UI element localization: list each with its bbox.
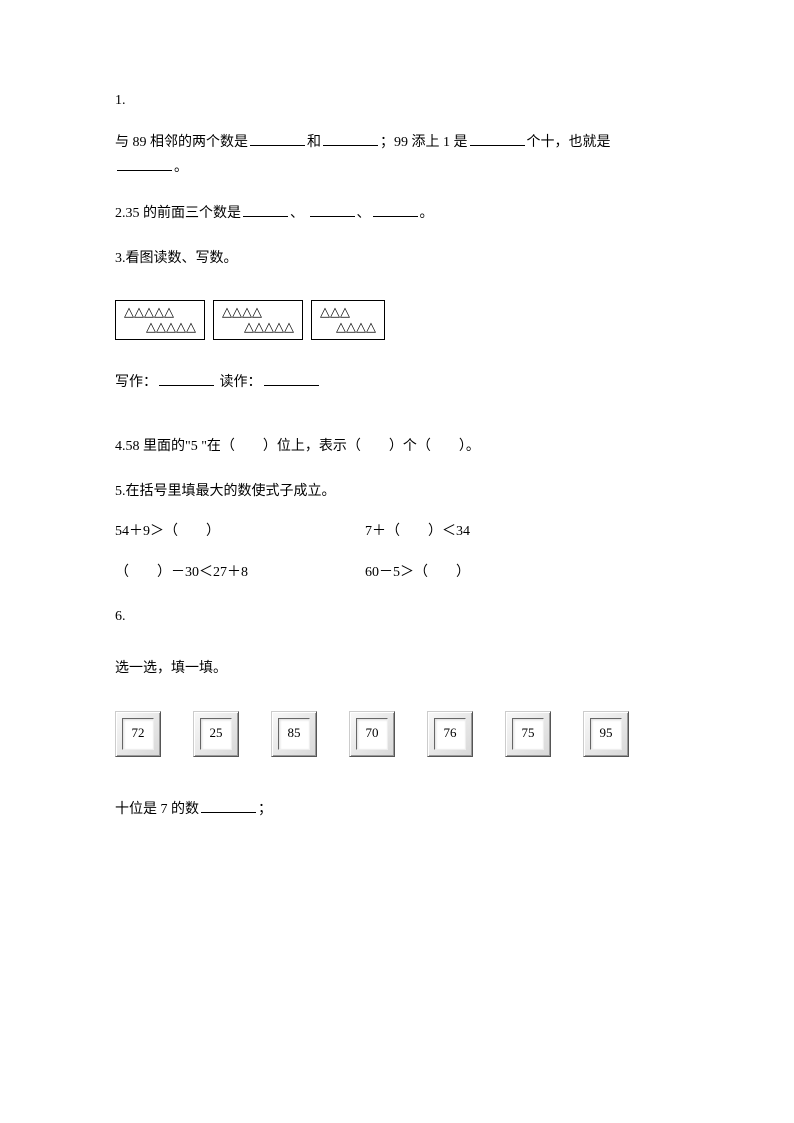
write-label: 写作： (115, 375, 157, 390)
q1-number: 1. (115, 90, 679, 112)
blank[interactable] (310, 201, 355, 217)
q5-eq4: 60－5＞（ ） (365, 562, 470, 584)
number-box-value: 70 (356, 718, 388, 750)
tri-row: △△△ (320, 305, 376, 318)
q6-tens-end: ； (258, 802, 272, 817)
blank[interactable] (264, 370, 319, 386)
q5-eq1: 54＋9＞（ ） (115, 521, 365, 543)
triangle-diagram: △△△△△ △△△△△ △△△△ △△△△△ △△△ △△△△ (115, 300, 679, 340)
read-label: 读作： (216, 375, 262, 390)
q2-text: 2.35 的前面三个数是 (115, 206, 241, 221)
number-box-value: 85 (278, 718, 310, 750)
number-box[interactable]: 76 (427, 711, 473, 757)
question-3: 3.看图读数、写数。 △△△△△ △△△△△ △△△△ △△△△△ △△△ △△… (115, 248, 679, 395)
q2-sep2: 、 (357, 206, 371, 221)
number-box[interactable]: 95 (583, 711, 629, 757)
q2-sep1: 、 (290, 206, 304, 221)
number-box-value: 76 (434, 718, 466, 750)
tri-row: △△△△△ (146, 320, 196, 333)
blank[interactable] (250, 130, 305, 146)
blank[interactable] (201, 797, 256, 813)
triangle-box-3: △△△ △△△△ (311, 300, 385, 340)
q5-title: 5.在括号里填最大的数使式子成立。 (115, 481, 679, 503)
number-box[interactable]: 75 (505, 711, 551, 757)
q5-row-1: 54＋9＞（ ） 7＋（ ）＜34 (115, 521, 679, 543)
question-4: 4.58 里面的"5 "在（ ）位上，表示（ ）个（ ）。 (115, 436, 679, 458)
q4-text: 4.58 里面的"5 "在（ ）位上，表示（ ）个（ ）。 (115, 439, 480, 454)
tri-row: △△△△ (336, 320, 376, 333)
number-boxes-row: 72 25 85 70 76 75 95 (115, 711, 679, 757)
number-box-value: 95 (590, 718, 622, 750)
number-box-value: 72 (122, 718, 154, 750)
number-box[interactable]: 70 (349, 711, 395, 757)
number-box[interactable]: 72 (115, 711, 161, 757)
question-6: 6. 选一选，填一填。 72 25 85 70 76 75 95 十位是 7 的数 ； (115, 606, 679, 821)
number-box[interactable]: 85 (271, 711, 317, 757)
triangle-box-2: △△△△ △△△△△ (213, 300, 303, 340)
q1-text-3: ；99 添上 1 是 (380, 135, 468, 150)
triangle-box-1: △△△△△ △△△△△ (115, 300, 205, 340)
q5-eq3: （ ）－30＜27＋8 (115, 562, 365, 584)
question-5: 5.在括号里填最大的数使式子成立。 54＋9＞（ ） 7＋（ ）＜34 （ ）－… (115, 481, 679, 584)
blank[interactable] (470, 130, 525, 146)
number-box-value: 75 (512, 718, 544, 750)
blank[interactable] (323, 130, 378, 146)
question-2: 2.35 的前面三个数是 、 、 。 (115, 201, 679, 225)
tri-row: △△△△△ (244, 320, 294, 333)
q1-text-2: 和 (307, 135, 321, 150)
tri-row: △△△△△ (124, 305, 196, 318)
q6-number: 6. (115, 606, 679, 628)
q2-end: 。 (420, 206, 434, 221)
q5-eq2: 7＋（ ）＜34 (365, 521, 470, 543)
tri-row: △△△△ (222, 305, 294, 318)
blank[interactable] (373, 201, 418, 217)
q3-title: 3.看图读数、写数。 (115, 248, 679, 270)
number-box-value: 25 (200, 718, 232, 750)
q6-instruction: 选一选，填一填。 (115, 658, 679, 680)
number-box[interactable]: 25 (193, 711, 239, 757)
blank[interactable] (243, 201, 288, 217)
q1-line: 与 89 相邻的两个数是 和 ；99 添上 1 是 个十，也就是。 (115, 130, 679, 179)
q1-text-4: 个十，也就是 (527, 135, 611, 150)
q6-tens-line: 十位是 7 的数 ； (115, 797, 679, 821)
blank[interactable] (159, 370, 214, 386)
question-1: 1. 与 89 相邻的两个数是 和 ；99 添上 1 是 个十，也就是。 (115, 90, 679, 179)
q3-answer-line: 写作： 读作： (115, 370, 679, 394)
q1-text-1: 与 89 相邻的两个数是 (115, 135, 248, 150)
q5-row-2: （ ）－30＜27＋8 60－5＞（ ） (115, 562, 679, 584)
q6-tens-text: 十位是 7 的数 (115, 802, 199, 817)
q1-text-5: 。 (174, 160, 188, 175)
blank[interactable] (117, 155, 172, 171)
